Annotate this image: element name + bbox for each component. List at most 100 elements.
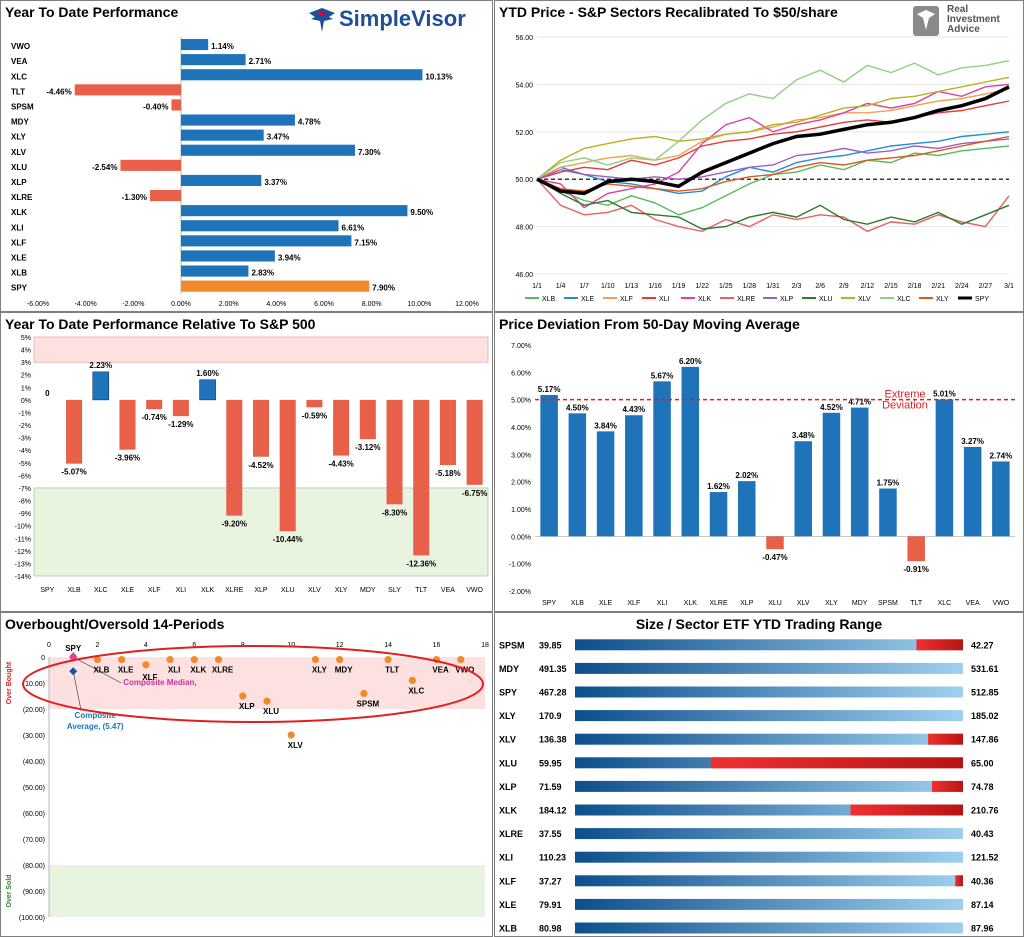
y-tick-label: 4% bbox=[21, 348, 31, 355]
range-low: 491.35 bbox=[539, 664, 567, 674]
y-tick-label: 6.00% bbox=[511, 370, 531, 377]
bar-xlv bbox=[794, 441, 812, 537]
data-label: -0.59% bbox=[302, 411, 327, 420]
bar-xlre bbox=[226, 399, 243, 516]
category-label: XLE bbox=[11, 254, 27, 263]
y-tick-label: (60.00) bbox=[23, 811, 45, 818]
category-label: XLP bbox=[11, 178, 27, 187]
point-label: VEA bbox=[432, 666, 449, 675]
x-tick-label: 1/19 bbox=[672, 283, 686, 290]
trading-range-chart: SPSM 39.85 42.27 MDY 491.35 531.61 SPY 467.28 51… bbox=[499, 639, 999, 934]
point-xlp bbox=[239, 692, 247, 700]
y-tick-label: -10% bbox=[15, 524, 31, 531]
data-label: 4.50% bbox=[566, 403, 589, 412]
category-label: XLRE bbox=[11, 193, 33, 202]
category-label: TLT bbox=[910, 600, 923, 607]
data-label: -0.91% bbox=[903, 565, 928, 574]
legend-label: XLRE bbox=[737, 296, 756, 303]
bar-xlc bbox=[92, 371, 110, 401]
data-label: 3.47% bbox=[267, 133, 290, 142]
bar-xlp bbox=[738, 481, 756, 537]
ticker-label: SPY bbox=[499, 688, 517, 698]
category-label: XLE bbox=[599, 600, 613, 607]
y-tick-label: (40.00) bbox=[23, 759, 45, 766]
ytd-performance-panel: Year To Date Performance SimpleVisor -6.… bbox=[0, 0, 493, 312]
bar-xlf bbox=[146, 399, 163, 410]
data-label: -3.96% bbox=[115, 454, 140, 463]
point-label: XLK bbox=[190, 666, 206, 675]
bar-vwo bbox=[466, 399, 483, 485]
y-tick-label: -2.00% bbox=[509, 589, 531, 596]
data-label: -12.36% bbox=[406, 559, 436, 568]
category-label: SPY bbox=[542, 600, 556, 607]
x-tick-label: 4.00% bbox=[266, 301, 286, 308]
series-line-xlk bbox=[536, 83, 1010, 209]
category-label: XLF bbox=[148, 587, 161, 594]
data-label: 1.60% bbox=[196, 369, 219, 378]
overbought-oversold-chart: 0 2 4 6 8 10 12 14 16 180(10.00)(20.00)(30.00)(40… bbox=[6, 642, 489, 922]
ria-logo-text: Real Investment Advice bbox=[947, 4, 1000, 35]
data-label: 3.37% bbox=[264, 178, 287, 187]
category-label: XLV bbox=[11, 148, 27, 157]
x-tick-label: 6 bbox=[192, 642, 196, 649]
bar-mdy bbox=[359, 399, 376, 440]
range-bar-mdy bbox=[575, 662, 963, 674]
category-label: TLT bbox=[11, 87, 25, 96]
category-label: MDY bbox=[852, 600, 868, 607]
bar-xlv bbox=[181, 144, 355, 156]
range-bar-xlre bbox=[575, 828, 963, 840]
data-label: 2.02% bbox=[735, 471, 758, 480]
category-label: VWO bbox=[466, 587, 483, 594]
category-label: MDY bbox=[11, 118, 29, 127]
relative-performance-chart: 5% 4% 3% 2% 1% 0% -1% -2% -3% -4% -5% -6% -7% -8% -9% -… bbox=[15, 335, 489, 594]
range-high: 121.52 bbox=[971, 853, 999, 863]
legend-label: XLP bbox=[780, 296, 794, 303]
category-label: XLK bbox=[11, 208, 27, 217]
data-label: -10.44% bbox=[273, 535, 303, 544]
data-label: 5.01% bbox=[933, 389, 956, 398]
simplevisor-logo: SimpleVisor bbox=[307, 5, 487, 35]
data-label: 3.94% bbox=[278, 254, 301, 263]
relative-performance-panel: Year To Date Performance Relative To S&P… bbox=[0, 312, 493, 612]
category-label: XLI bbox=[657, 600, 668, 607]
legend-label: XLB bbox=[542, 296, 556, 303]
ytd-price-panel: YTD Price - S&P Sectors Recalibrated To … bbox=[494, 0, 1024, 312]
category-label: XLF bbox=[11, 238, 26, 247]
point-label: MDY bbox=[335, 666, 353, 675]
oversold-label: Over Sold bbox=[6, 874, 13, 907]
bar-xlc bbox=[181, 69, 423, 81]
range-high: 87.96 bbox=[971, 924, 994, 934]
ticker-label: XLI bbox=[499, 853, 513, 863]
data-label: 3.27% bbox=[961, 437, 984, 446]
legend-label: XLE bbox=[581, 296, 595, 303]
category-label: XLY bbox=[335, 587, 348, 594]
legend-label: XLI bbox=[659, 296, 670, 303]
x-tick-label: 18 bbox=[481, 642, 489, 649]
data-label: -4.52% bbox=[248, 461, 273, 470]
x-tick-label: 1/31 bbox=[766, 283, 780, 290]
y-tick-label: -3% bbox=[19, 436, 31, 443]
range-high: 65.00 bbox=[971, 758, 994, 768]
category-label: XLV bbox=[308, 587, 321, 594]
point-spsm bbox=[360, 689, 368, 697]
data-label: -2.54% bbox=[92, 163, 117, 172]
y-tick-label: -12% bbox=[15, 549, 31, 556]
point-xlc bbox=[408, 676, 416, 684]
y-tick-label: -11% bbox=[15, 536, 31, 543]
x-tick-label: 0.00% bbox=[171, 301, 191, 308]
bar-xli bbox=[653, 381, 671, 537]
data-label: 2.23% bbox=[89, 361, 112, 370]
point-xlk bbox=[190, 656, 198, 664]
range-bar-spy bbox=[575, 686, 963, 698]
data-label: 4.43% bbox=[622, 405, 645, 414]
range-remaining-xlu bbox=[710, 757, 963, 769]
y-tick-label: 2.00% bbox=[511, 480, 531, 487]
data-label: -3.12% bbox=[355, 443, 380, 452]
bar-mdy bbox=[181, 114, 295, 126]
legend-label: XLV bbox=[858, 296, 871, 303]
oversold-zone bbox=[49, 865, 485, 917]
x-tick-label: 0 bbox=[47, 642, 51, 649]
bar-xly bbox=[181, 129, 264, 141]
point-xly bbox=[311, 656, 320, 664]
composite-median-label: Composite Median, bbox=[123, 678, 196, 687]
